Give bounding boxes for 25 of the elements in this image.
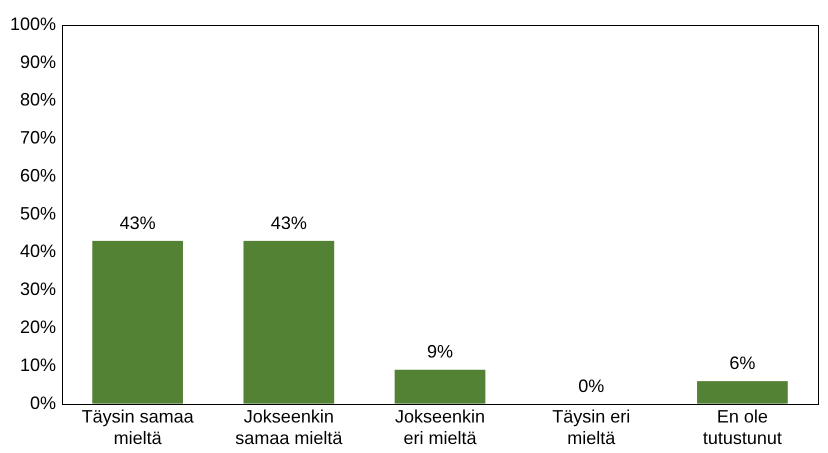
y-tick-label: 0%: [30, 392, 56, 413]
x-tick-label: Jokseenkin samaa mieltä: [235, 406, 344, 448]
y-tick-label: 70%: [20, 128, 56, 148]
data-label: 9%: [427, 342, 454, 362]
y-tick-label: 90%: [20, 52, 56, 72]
y-tick-label: 80%: [20, 90, 56, 110]
y-tick-label: 60%: [20, 165, 56, 186]
data-label: 43%: [120, 212, 156, 233]
bar: [92, 240, 183, 404]
bar: [697, 381, 788, 404]
data-label: 43%: [270, 212, 307, 233]
y-tick-label: 10%: [20, 354, 56, 375]
x-tick-label: Täysin samaa mieltä: [82, 406, 195, 448]
y-tick-label: 30%: [20, 279, 56, 300]
y-tick-label: 40%: [20, 241, 56, 262]
data-label: 0%: [578, 376, 604, 396]
x-tick-label: Jokseenkin eri mieltä: [394, 406, 486, 448]
y-tick-label: 20%: [20, 317, 56, 338]
x-tick-label: Täysin eri mieltä: [552, 406, 630, 448]
y-tick-label: 50%: [20, 203, 56, 224]
data-label: 6%: [729, 353, 756, 374]
x-tick-label: En ole tutustunut: [702, 406, 782, 448]
bar: [394, 370, 486, 404]
y-tick-label: 100%: [10, 14, 56, 34]
bar: [243, 240, 334, 404]
